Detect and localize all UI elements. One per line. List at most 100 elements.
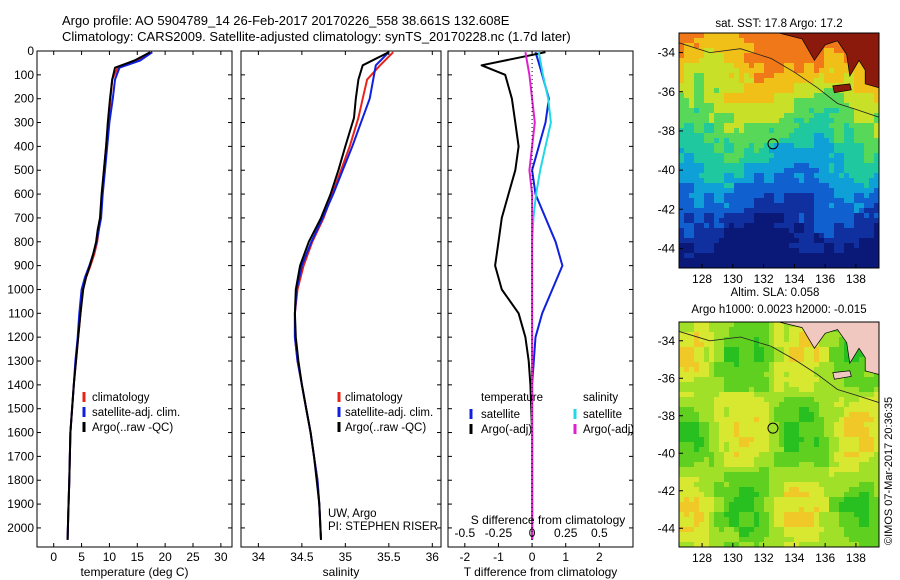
heatmap-cell [714,88,719,93]
heatmap-cell [699,48,704,53]
heatmap-cell [819,357,824,362]
heatmap-cell [819,507,824,512]
heatmap-cell [839,58,844,63]
heatmap-cell [784,432,789,437]
heatmap-cell [869,263,874,268]
heatmap-cell [734,228,739,233]
heatmap-cell [684,48,689,53]
heatmap-cell [779,342,784,347]
heatmap-cell [729,133,734,138]
heatmap-cell [749,98,754,103]
heatmap-cell [734,58,739,63]
shelf-contour [679,331,879,403]
heatmap-cell [874,103,879,108]
heatmap-cell [804,412,809,417]
heatmap-cell [869,462,874,467]
heatmap-cell [684,243,689,248]
heatmap-cell [764,253,769,258]
heatmap-cell [809,223,814,228]
heatmap-cell [859,512,864,517]
heatmap-cell [794,532,799,537]
heatmap-cell [684,213,689,218]
heatmap-cell [794,153,799,158]
heatmap-cell [844,158,849,163]
heatmap-cell [769,332,774,337]
heatmap-cell [814,208,819,213]
heatmap-cell [679,158,684,163]
heatmap-cell [689,148,694,153]
heatmap-cell [819,248,824,253]
heatmap-cell [774,462,779,467]
heatmap-cell [709,128,714,133]
heatmap-cell [689,213,694,218]
heatmap-cell [684,327,689,332]
heatmap-cell [844,427,849,432]
heatmap-cell [754,382,759,387]
heatmap-cell [784,213,789,218]
heatmap-cell [799,93,804,98]
heatmap-cell [734,93,739,98]
heatmap-cell [714,103,719,108]
heatmap-cell [729,53,734,58]
heatmap-cell [694,38,699,43]
heatmap-cell [854,78,859,83]
heatmap-cell [804,108,809,113]
heatmap-cell [704,422,709,427]
heatmap-cell [779,517,784,522]
x-tick-label: 134 [784,272,804,286]
heatmap-cell [779,422,784,427]
heatmap-cell [724,248,729,253]
heatmap-cell [819,482,824,487]
heatmap-cell [734,38,739,43]
heatmap-cell [754,457,759,462]
heatmap-cell [709,228,714,233]
heatmap-cell [774,193,779,198]
heatmap-cell [714,537,719,542]
heatmap-cell [794,382,799,387]
heatmap-cell [729,497,734,502]
heatmap-cell [684,377,689,382]
heatmap-cell [744,78,749,83]
heatmap-cell [824,442,829,447]
heatmap-cell [814,347,819,352]
heatmap-cell [704,168,709,173]
heatmap-cell [804,183,809,188]
heatmap-cell [699,58,704,63]
heatmap-cell [854,243,859,248]
heatmap-cell [764,392,769,397]
heatmap-cell [749,537,754,542]
heatmap-cell [714,437,719,442]
heatmap-cell [829,183,834,188]
heatmap-cell [864,128,869,133]
heatmap-cell [694,357,699,362]
heatmap-cell [789,53,794,58]
heatmap-cell [694,422,699,427]
heatmap-cell [719,63,724,68]
heatmap-cell [774,467,779,472]
heatmap-cell [729,43,734,48]
heatmap-cell [784,342,789,347]
heatmap-cell [799,43,804,48]
heatmap-cell [804,63,809,68]
heatmap-cell [834,502,839,507]
heatmap-cell [724,322,729,327]
heatmap-cell [859,233,864,238]
heatmap-cell [784,123,789,128]
heatmap-cell [699,143,704,148]
heatmap-cell [819,542,824,547]
heatmap-cell [824,143,829,148]
heatmap-cell [844,73,849,78]
heatmap-cell [864,198,869,203]
heatmap-cell [804,427,809,432]
heatmap-cell [694,158,699,163]
heatmap-cell [739,542,744,547]
heatmap-cell [689,422,694,427]
heatmap-cell [689,397,694,402]
heatmap-cell [834,517,839,522]
heatmap-cell [809,447,814,452]
heatmap-cell [719,387,724,392]
heatmap-cell [694,168,699,173]
heatmap-cell [749,467,754,472]
heatmap-cell [709,537,714,542]
heatmap-cell [699,467,704,472]
